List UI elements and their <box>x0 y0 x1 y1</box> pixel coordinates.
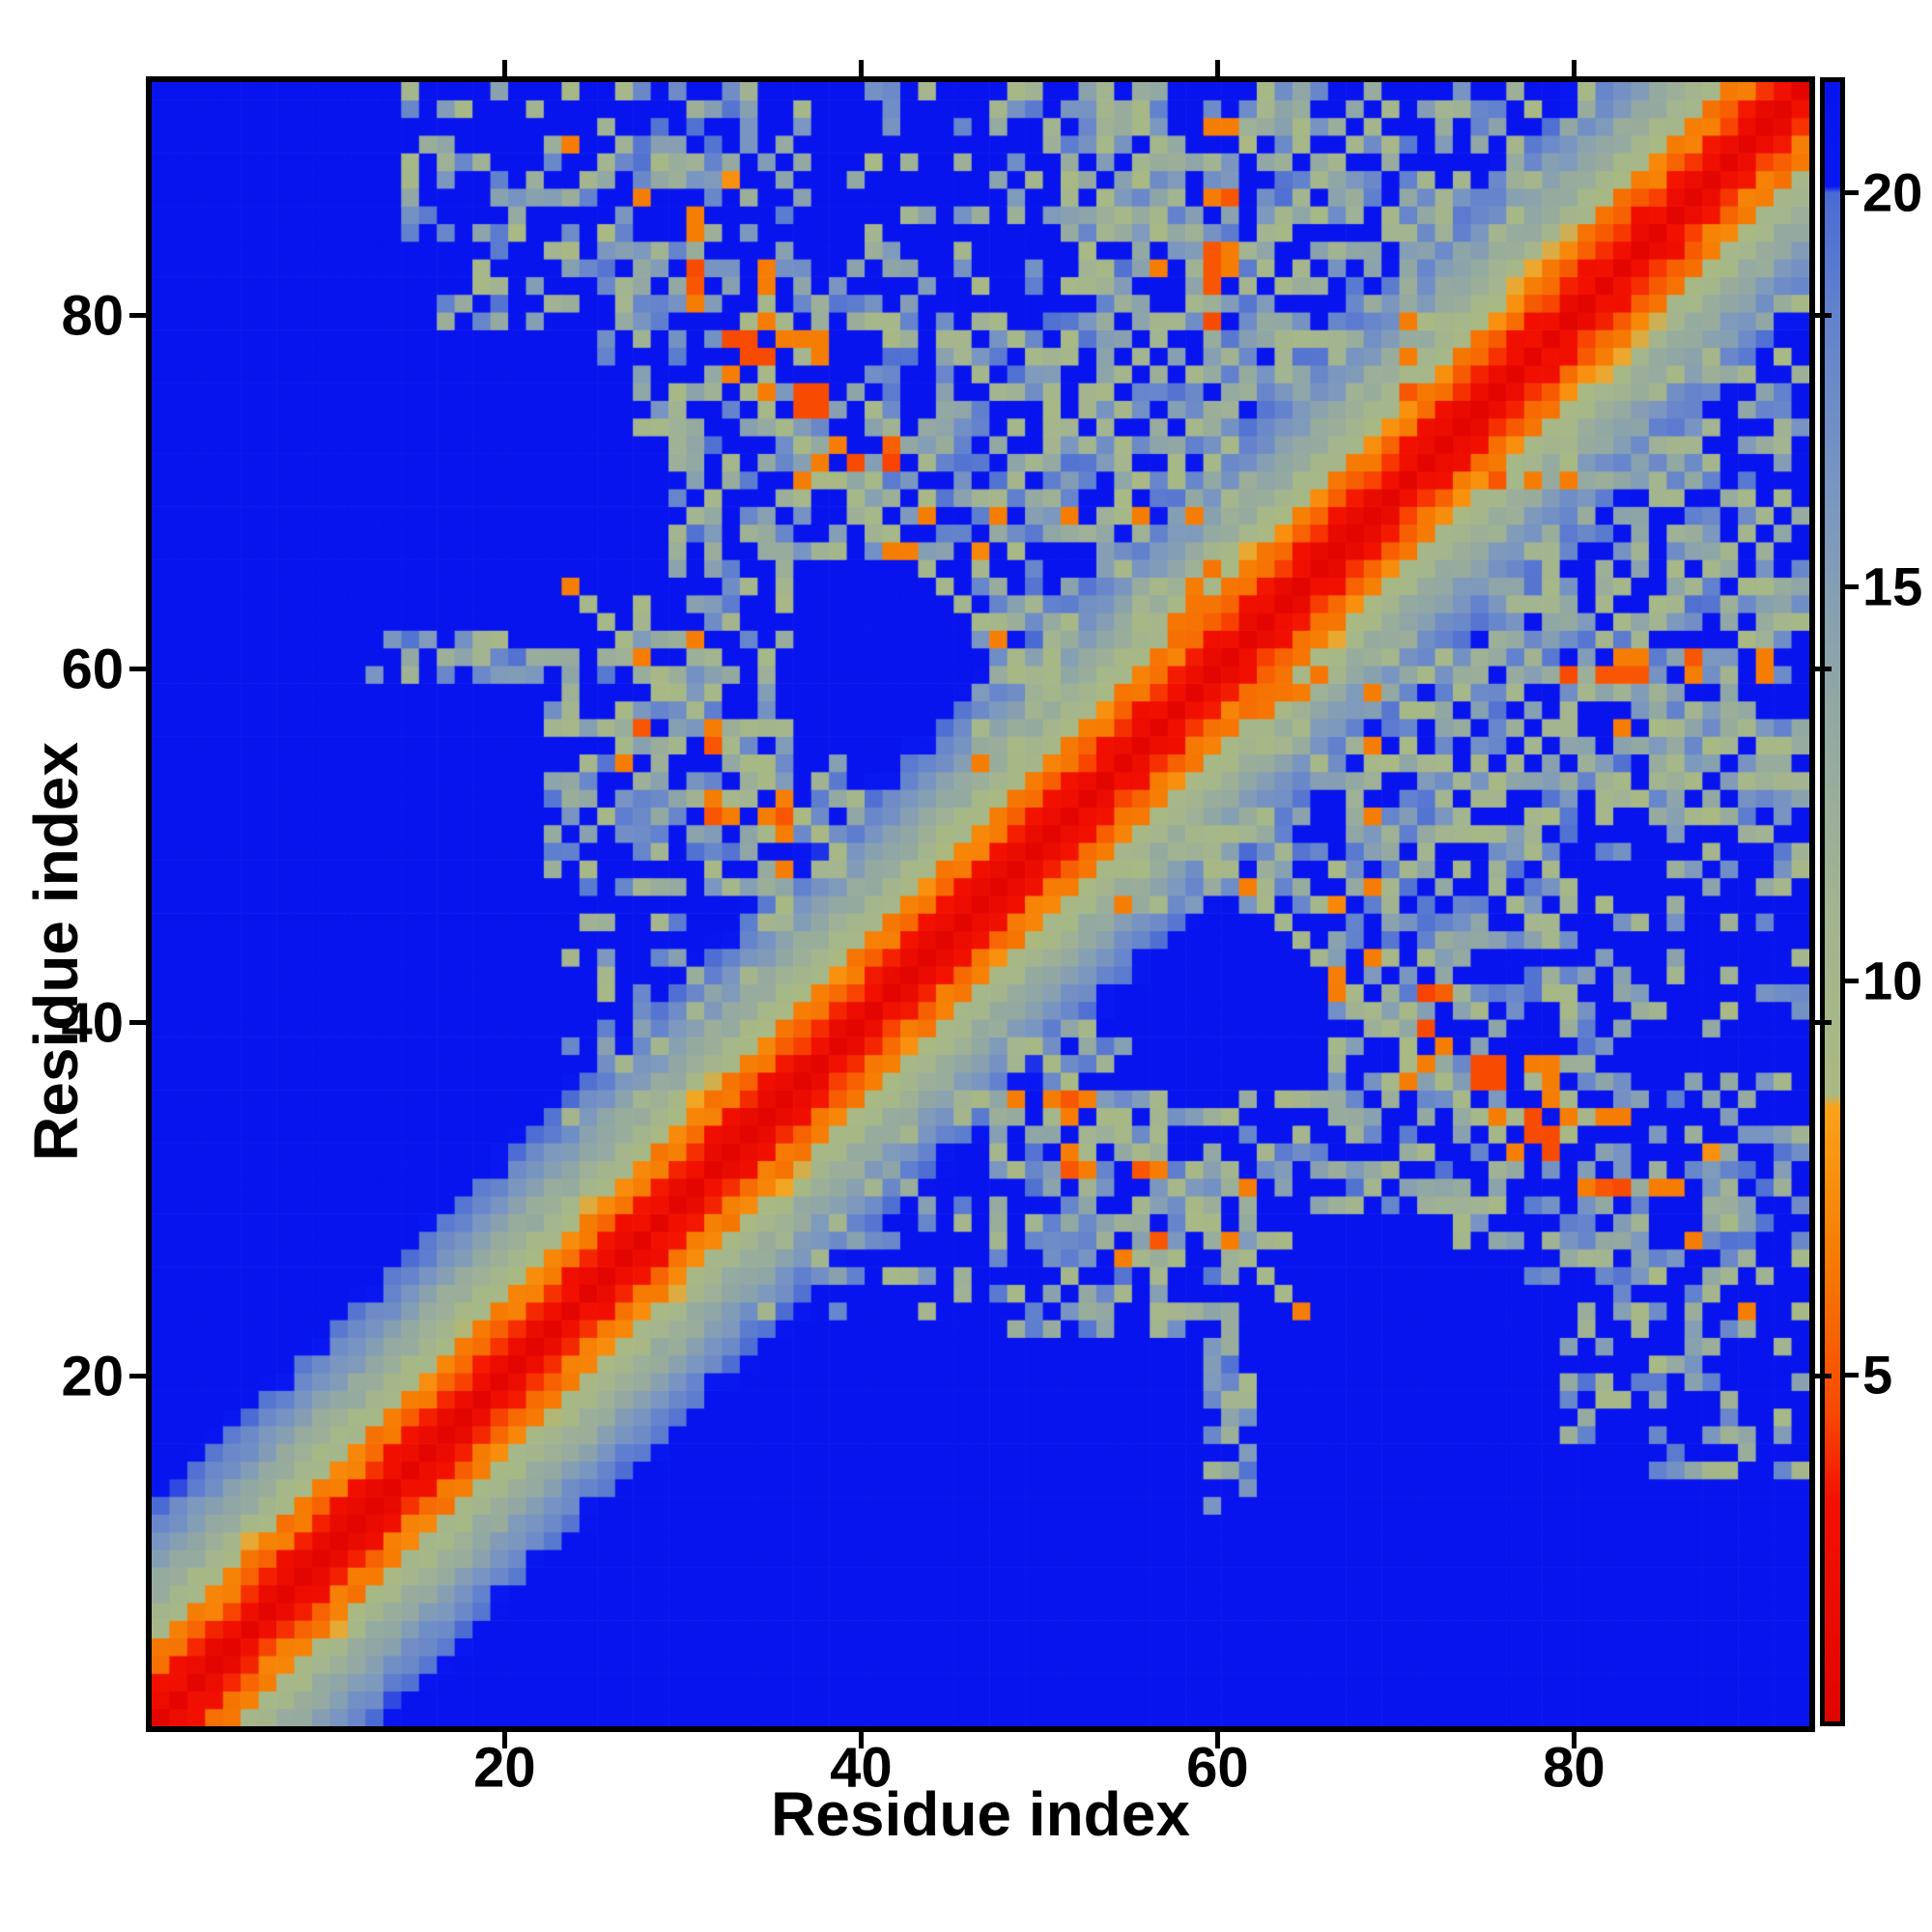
x-tick-mark-top <box>1571 60 1577 76</box>
y-tick-mark-right <box>1815 1374 1832 1379</box>
y-tick-mark <box>129 1374 146 1379</box>
colorbar-tick-mark <box>1845 189 1859 195</box>
x-tick-mark-top <box>501 60 507 76</box>
y-tick-label: 40 <box>61 991 124 1055</box>
heatmap-canvas <box>152 82 1809 1726</box>
x-axis-title: Residue index <box>771 1779 1190 1849</box>
x-tick-mark-top <box>858 60 864 76</box>
x-tick-mark-top <box>1214 60 1220 76</box>
colorbar-tick-label: 5 <box>1862 1344 1893 1406</box>
y-tick-mark <box>129 667 146 672</box>
colorbar-canvas <box>1825 82 1840 1721</box>
x-tick-label: 40 <box>830 1736 893 1800</box>
colorbar-tick-label: 20 <box>1862 161 1923 223</box>
y-tick-label: 20 <box>61 1345 124 1408</box>
x-tick-label: 20 <box>473 1736 536 1800</box>
colorbar-tick-mark <box>1845 978 1859 983</box>
y-tick-label: 80 <box>61 284 124 348</box>
x-tick-mark <box>1214 1732 1220 1748</box>
colorbar-tick-mark <box>1845 583 1859 589</box>
x-tick-label: 80 <box>1543 1736 1605 1800</box>
y-tick-mark-right <box>1815 667 1832 672</box>
colorbar-tick-label: 10 <box>1862 950 1923 1011</box>
y-tick-mark <box>129 313 146 319</box>
x-tick-label: 60 <box>1186 1736 1249 1800</box>
x-tick-mark <box>858 1732 864 1748</box>
y-axis-title: Residue index <box>21 742 91 1161</box>
colorbar-tick-mark <box>1845 1372 1859 1378</box>
y-tick-mark-right <box>1815 1020 1832 1026</box>
x-tick-mark <box>501 1732 507 1748</box>
y-tick-mark-right <box>1815 313 1832 319</box>
colorbar-tick-label: 15 <box>1862 555 1923 617</box>
y-tick-label: 60 <box>61 638 124 701</box>
y-tick-mark <box>129 1020 146 1026</box>
x-tick-mark <box>1571 1732 1577 1748</box>
